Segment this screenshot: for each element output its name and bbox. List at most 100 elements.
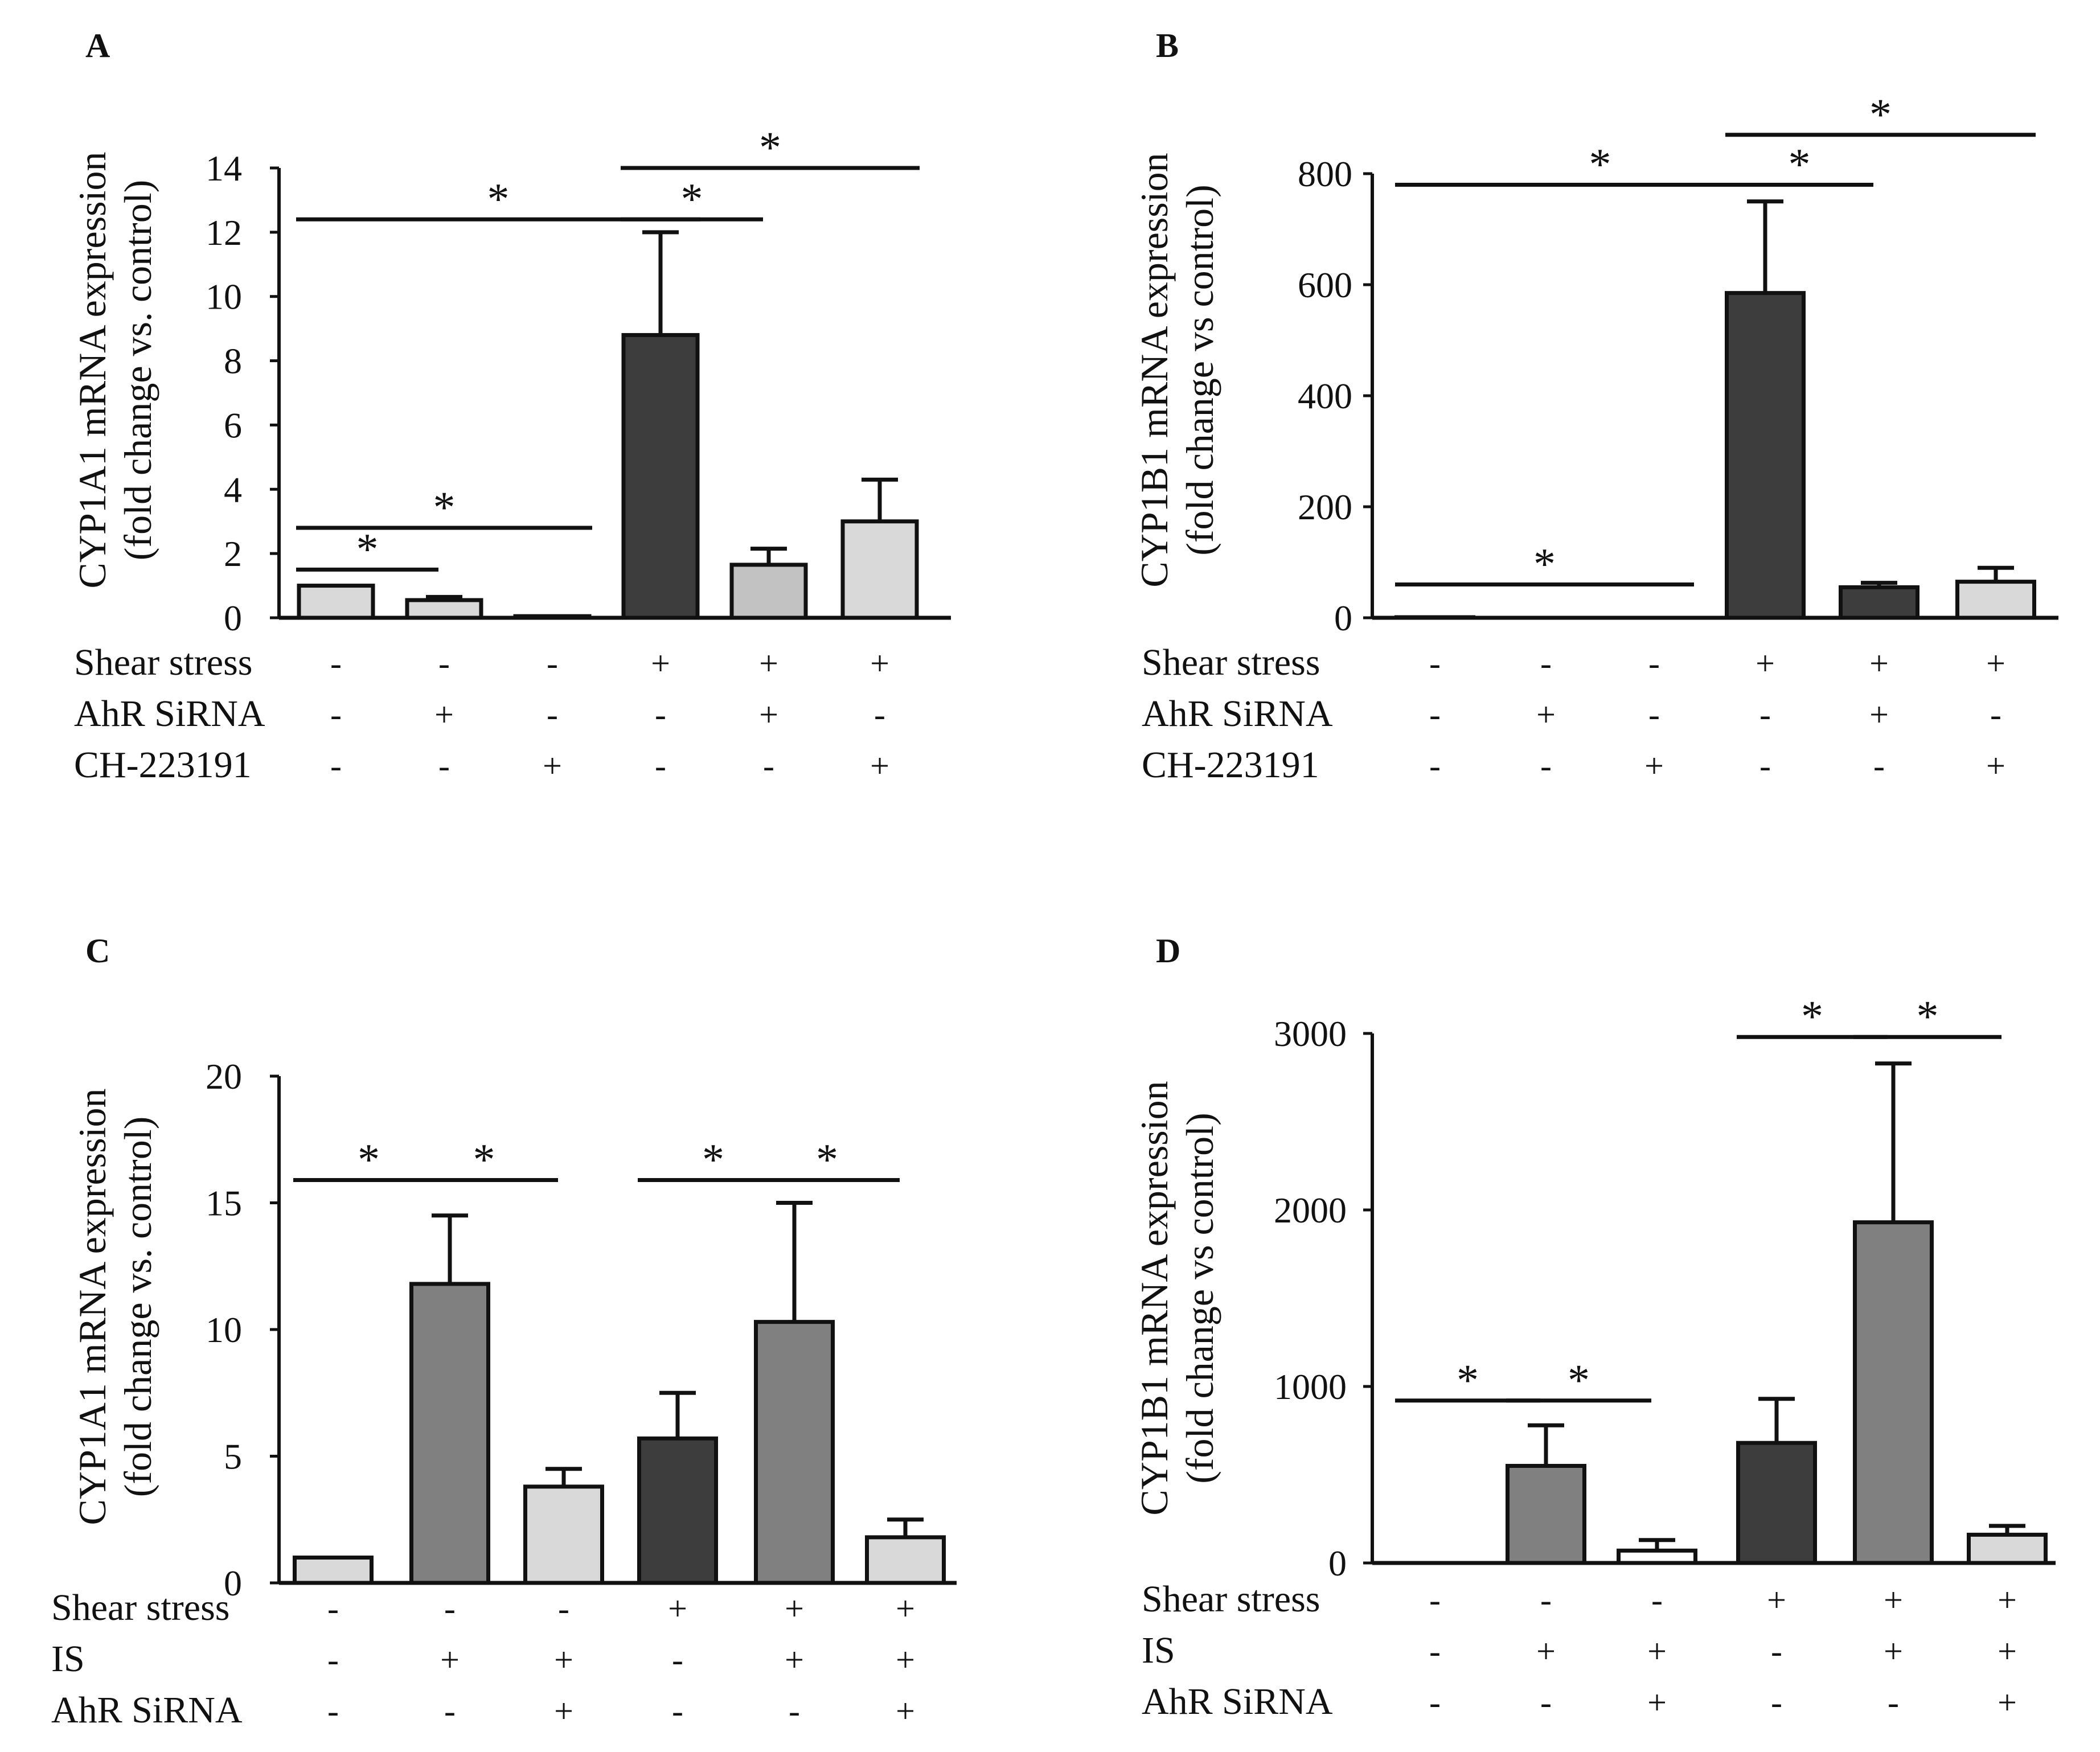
- condition-sign: -: [558, 1590, 569, 1627]
- bar: [754, 1320, 835, 1585]
- significance-star: *: [759, 122, 781, 172]
- condition-sign: -: [330, 747, 342, 785]
- condition-sign: +: [785, 1590, 804, 1627]
- condition-sign: +: [1884, 1632, 1903, 1670]
- bar: [513, 614, 592, 620]
- panel-d: D CYP1B1 mRNA expression (fold change vs c…: [1133, 932, 2056, 1722]
- y-tick-label: 2000: [1274, 1190, 1347, 1230]
- condition-sign: +: [651, 645, 670, 682]
- bar: [1839, 585, 1919, 620]
- y-axis-subtitle: (fold change vs. control): [116, 180, 159, 560]
- condition-sign: -: [1873, 747, 1885, 785]
- bar: [621, 333, 700, 620]
- significance-star: *: [1801, 991, 1823, 1041]
- condition-sign: +: [1986, 747, 2005, 785]
- y-tick-label: 20: [206, 1056, 242, 1097]
- condition-sign: -: [1771, 1632, 1782, 1670]
- y-tick-label: 8: [224, 341, 242, 381]
- condition-sign: -: [1540, 1581, 1552, 1619]
- condition-sign: -: [1429, 1632, 1441, 1670]
- significance-star: *: [1589, 139, 1611, 189]
- condition-sign: +: [1647, 1684, 1667, 1721]
- bar: [293, 1556, 374, 1585]
- y-tick-label: 5: [224, 1437, 242, 1477]
- condition-sign: +: [896, 1590, 915, 1627]
- condition-sign: -: [330, 696, 342, 733]
- significance-star: *: [1917, 991, 1939, 1041]
- condition-sign: +: [1647, 1632, 1667, 1670]
- condition-sign: -: [327, 1641, 339, 1679]
- y-axis-subtitle: (fold change vs control): [1178, 1113, 1221, 1483]
- y-tick-label: 2: [224, 534, 242, 574]
- y-axis-title: CYP1A1 mRNA expression: [71, 152, 114, 589]
- condition-sign: -: [1771, 1684, 1782, 1721]
- condition-sign: -: [789, 1692, 800, 1730]
- condition-sign: +: [1884, 1581, 1903, 1619]
- condition-sign: +: [434, 696, 454, 733]
- y-tick-label: 200: [1298, 487, 1352, 527]
- significance-star: *: [816, 1134, 838, 1184]
- y-tick-label: 0: [224, 1563, 242, 1603]
- significance-star: *: [1533, 539, 1556, 589]
- bar: [729, 563, 808, 620]
- significance-star: *: [356, 524, 379, 573]
- condition-sign: -: [1990, 696, 2001, 733]
- condition-label: Shear stress: [51, 1587, 229, 1628]
- condition-sign: +: [870, 645, 889, 682]
- condition-sign: -: [874, 696, 885, 733]
- condition-sign: -: [655, 747, 666, 785]
- y-tick-label: 15: [206, 1183, 242, 1224]
- condition-label: Shear stress: [1142, 642, 1320, 683]
- condition-sign: +: [1998, 1581, 2017, 1619]
- condition-sign: -: [1759, 747, 1771, 785]
- y-tick-label: 0: [1328, 1543, 1347, 1583]
- condition-sign: +: [1986, 645, 2005, 682]
- panel-b: B CYP1B1 mRNA expression (fold change vs c…: [1133, 27, 2058, 786]
- y-tick-label: 600: [1298, 265, 1352, 305]
- y-tick-label: 0: [1334, 598, 1352, 638]
- panel-label: C: [85, 932, 110, 970]
- panel-c: C CYP1A1 mRNA expression (fold change vs. …: [51, 932, 957, 1731]
- condition-sign: -: [547, 645, 558, 682]
- condition-sign: -: [327, 1692, 339, 1730]
- significance-star: *: [358, 1134, 380, 1184]
- significance-star: *: [487, 174, 510, 223]
- condition-sign: +: [1767, 1581, 1786, 1619]
- condition-sign: +: [1644, 747, 1664, 785]
- condition-sign: -: [1429, 747, 1441, 785]
- condition-sign: +: [759, 696, 778, 733]
- condition-sign: -: [1651, 1581, 1663, 1619]
- condition-label: IS: [51, 1638, 85, 1680]
- condition-sign: +: [870, 747, 889, 785]
- condition-sign: +: [440, 1641, 460, 1679]
- condition-sign: +: [759, 645, 778, 682]
- condition-label: IS: [1142, 1630, 1175, 1671]
- condition-sign: +: [1869, 696, 1889, 733]
- significance-star: *: [1789, 139, 1811, 189]
- bar: [637, 1436, 718, 1585]
- significance-star: *: [681, 174, 703, 223]
- condition-sign: -: [438, 645, 450, 682]
- condition-sign: -: [444, 1590, 456, 1627]
- condition-sign: -: [444, 1692, 456, 1730]
- condition-sign: -: [1648, 696, 1660, 733]
- bar: [1955, 580, 2036, 620]
- condition-sign: -: [1888, 1684, 1899, 1721]
- bar: [405, 598, 483, 620]
- y-axis-title: CYP1B1 mRNA expression: [1133, 1081, 1176, 1515]
- y-axis-title: CYP1B1 mRNA expression: [1133, 153, 1176, 587]
- bar: [1617, 1548, 1697, 1565]
- condition-sign: -: [672, 1692, 683, 1730]
- significance-star: *: [1568, 1355, 1590, 1405]
- y-tick-label: 10: [206, 277, 242, 317]
- y-tick-label: 12: [206, 212, 242, 253]
- significance-star: *: [433, 482, 456, 532]
- condition-sign: -: [1540, 645, 1552, 682]
- condition-sign: -: [1540, 747, 1552, 785]
- y-tick-label: 1000: [1274, 1367, 1347, 1407]
- condition-sign: -: [330, 645, 342, 682]
- condition-sign: +: [668, 1590, 687, 1627]
- condition-label: AhR SiRNA: [1142, 1681, 1333, 1722]
- condition-label: AhR SiRNA: [1142, 693, 1333, 735]
- bar: [1506, 1464, 1586, 1565]
